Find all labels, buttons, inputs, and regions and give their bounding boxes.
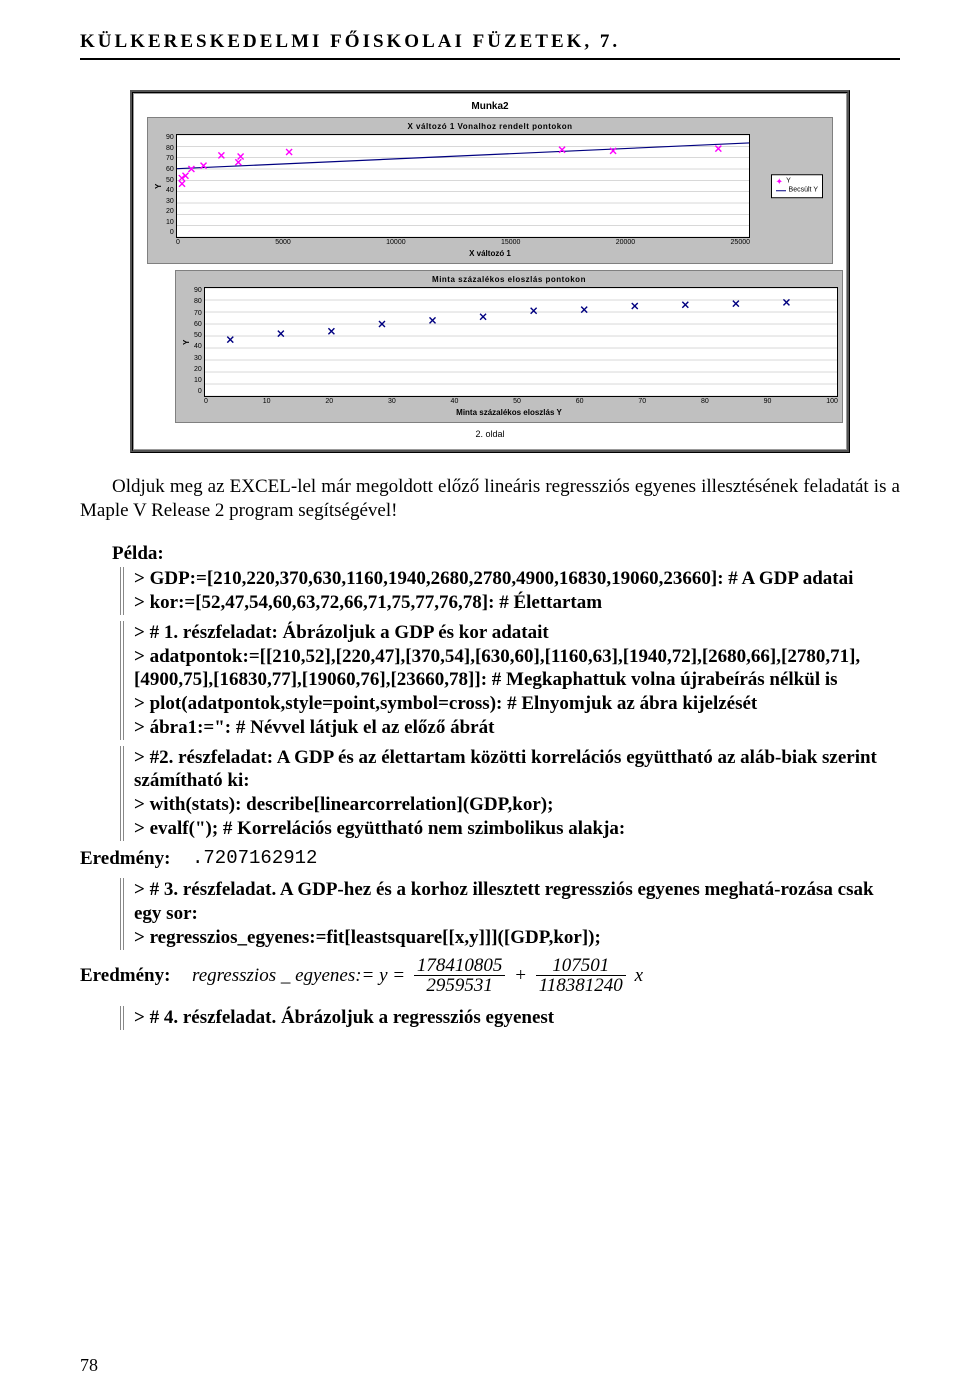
legend-fit: Becsült Y	[789, 186, 818, 195]
maple-block-2: > # 1. részfeladat: Ábrázoljuk a GDP és …	[120, 621, 900, 740]
maple-line: > #2. részfeladat: A GDP és az élettarta…	[134, 746, 900, 794]
maple-line: > adatpontok:=[[210,52],[220,47],[370,54…	[134, 645, 900, 693]
maple-line: > GDP:=[210,220,370,630,1160,1940,2680,2…	[134, 567, 900, 591]
frac2-den: 118381240	[536, 976, 626, 996]
maple-line: > ábra1:=": # Névvel látjuk el az előző …	[134, 716, 900, 740]
pelda-label: Példa:	[112, 542, 900, 566]
frac1-num: 178410805	[414, 956, 506, 977]
eq-plus: +	[514, 964, 527, 985]
chart-2-yticks: 9080706050403020100	[194, 287, 204, 397]
page-number: 78	[80, 1354, 98, 1377]
chart-1-ylabel: Y	[152, 134, 166, 238]
chart-1-title: X változó 1 Vonalhoz rendelt pontokon	[152, 122, 828, 132]
chart-2-xlabel: Minta százalékos eloszlás Y	[180, 408, 838, 418]
eq-x: x	[635, 964, 643, 985]
chart-2-xticks: 0102030405060708090100	[204, 398, 838, 407]
running-head: KÜLKERESKEDELMI FŐISKOLAI FÜZETEK, 7.	[80, 30, 900, 60]
chart-2-title: Minta százalékos eloszlás pontokon	[180, 275, 838, 285]
frac2-num: 107501	[536, 956, 626, 977]
chart-2-plot	[204, 287, 838, 397]
regression-equation: regresszios _ egyenes:= y = 178410805295…	[192, 956, 643, 997]
eq-lhs: regresszios _ egyenes:= y =	[192, 964, 405, 985]
result-1: Eredmény: .7207162912	[80, 847, 900, 871]
maple-line: > with(stats): describe[linearcorrelatio…	[134, 793, 900, 817]
intro-paragraph: Oldjuk meg az EXCEL-lel már megoldott el…	[80, 475, 900, 523]
maple-line: > regresszios_egyenes:=fit[leastsquare[[…	[134, 926, 900, 950]
chart-1-xticks: 0500010000150002000025000	[176, 239, 750, 248]
maple-line: > evalf("); # Korrelációs együttható nem…	[134, 817, 900, 841]
maple-line: > # 4. részfeladat. Ábrázoljuk a regress…	[134, 1006, 900, 1030]
result-1-value: .7207162912	[192, 847, 317, 871]
chart-2: Minta százalékos eloszlás pontokon Y 908…	[175, 270, 843, 423]
chart-1-plot: ✦Y Becsült Y	[176, 134, 750, 238]
panel-title: Munka2	[147, 101, 833, 114]
panel-page-label: 2. oldal	[147, 429, 833, 440]
maple-line: > kor:=[52,47,54,60,63,72,66,71,75,77,76…	[134, 591, 900, 615]
maple-block-4: > # 3. részfeladat. A GDP-hez és a korho…	[120, 878, 900, 949]
result-2-label: Eredmény:	[80, 964, 192, 988]
chart-2-ylabel: Y	[180, 287, 194, 397]
frac1-den: 2959531	[414, 976, 506, 996]
chart-1: X változó 1 Vonalhoz rendelt pontokon Y …	[147, 117, 833, 264]
result-1-label: Eredmény:	[80, 847, 192, 871]
maple-block-1: > GDP:=[210,220,370,630,1160,1940,2680,2…	[120, 567, 900, 615]
result-2: Eredmény: regresszios _ egyenes:= y = 17…	[80, 956, 900, 997]
maple-line: > plot(adatpontok,style=point,symbol=cro…	[134, 692, 900, 716]
chart-1-xlabel: X változó 1	[152, 249, 828, 259]
maple-block-3: > #2. részfeladat: A GDP és az élettarta…	[120, 746, 900, 841]
chart-1-yticks: 9080706050403020100	[166, 134, 176, 238]
maple-line: > # 1. részfeladat: Ábrázoljuk a GDP és …	[134, 621, 900, 645]
maple-line: > # 3. részfeladat. A GDP-hez és a korho…	[134, 878, 900, 926]
chart-1-legend: ✦Y Becsült Y	[771, 175, 823, 199]
maple-block-5: > # 4. részfeladat. Ábrázoljuk a regress…	[120, 1006, 900, 1030]
charts-panel: Munka2 X változó 1 Vonalhoz rendelt pont…	[130, 90, 850, 453]
legend-y: Y	[786, 178, 791, 187]
